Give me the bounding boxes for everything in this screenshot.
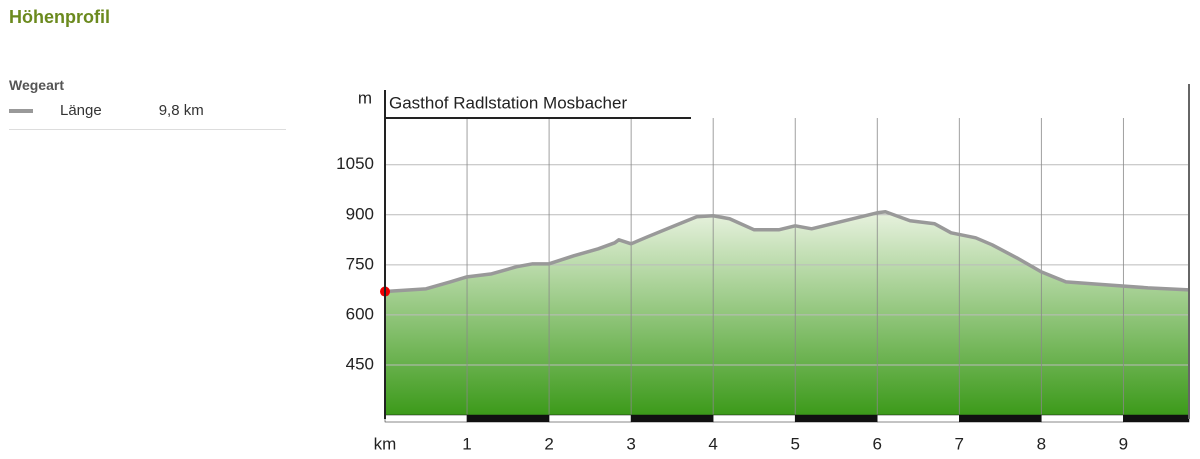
x-tick-label: 2: [544, 434, 553, 453]
scale-band: [712, 414, 796, 423]
scale-band: [794, 414, 878, 423]
area-fill: [385, 211, 1189, 415]
x-tick-label: 9: [1119, 434, 1128, 453]
scale-band: [548, 414, 632, 423]
scale-band: [630, 414, 714, 423]
legend-label: Länge: [60, 102, 102, 119]
x-tick-label: 6: [873, 434, 882, 453]
y-tick-label: 1050: [336, 154, 374, 173]
x-tick-label: 4: [708, 434, 717, 453]
scale-band: [1123, 414, 1190, 423]
scale-band: [384, 414, 468, 423]
legend: Wegeart Länge 9,8 km: [9, 77, 286, 130]
legend-row: Länge 9,8 km: [9, 102, 286, 130]
x-tick-label: 7: [955, 434, 964, 453]
scale-band: [876, 414, 960, 423]
annotation: Gasthof Radlstation Mosbacher: [389, 93, 627, 112]
scale-band: [959, 414, 1042, 423]
page-title: Höhenprofil: [9, 7, 110, 27]
y-tick-label: 450: [346, 354, 374, 373]
x-tick-label: 5: [790, 434, 799, 453]
y-tick-label: 750: [346, 254, 374, 273]
y-axis-label: m: [358, 88, 372, 107]
legend-title: Wegeart: [9, 77, 64, 93]
x-tick-label: 1: [462, 434, 471, 453]
legend-value: 9,8 km: [158, 102, 204, 119]
x-tick-label: 3: [626, 434, 635, 453]
profile-line: [384, 210, 1190, 294]
scale-band: [466, 414, 550, 423]
x-axis-label: km: [374, 434, 397, 453]
legend-icon: [9, 108, 33, 113]
scale-band: [1041, 414, 1124, 423]
x-tick-label: 8: [1037, 434, 1046, 453]
y-tick-label: 900: [346, 204, 374, 223]
y-tick-label: 600: [346, 304, 374, 323]
